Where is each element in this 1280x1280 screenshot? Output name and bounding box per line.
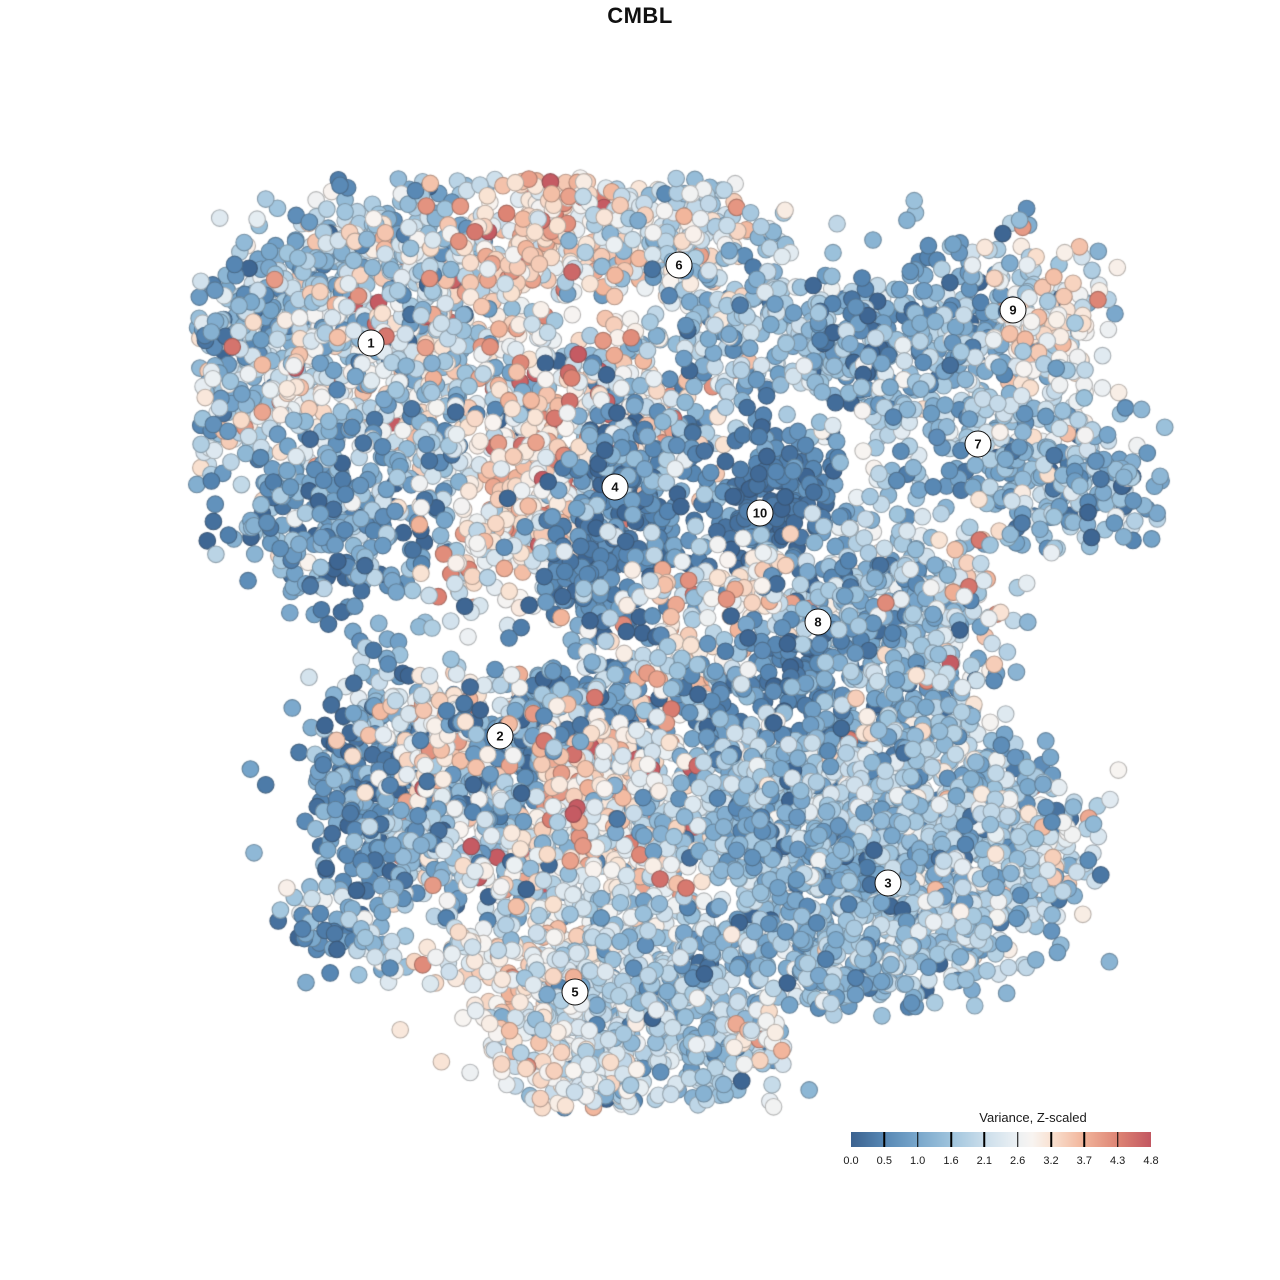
colorbar-tick-line xyxy=(1050,1132,1052,1147)
cluster-label-7: 7 xyxy=(964,430,992,458)
colorbar-tick-label: 0.5 xyxy=(876,1155,892,1167)
colorbar-tick-line xyxy=(1083,1132,1086,1147)
cluster-label-1: 1 xyxy=(357,329,385,357)
colorbar-tick-line xyxy=(983,1132,986,1147)
colorbar-tick-label: 4.3 xyxy=(1110,1155,1126,1167)
cluster-label-6: 6 xyxy=(665,251,693,279)
colorbar-tick-label: 1.6 xyxy=(943,1155,959,1167)
cluster-label-10: 10 xyxy=(746,499,774,527)
cluster-label-2: 2 xyxy=(486,722,514,750)
colorbar-tick-label: 2.6 xyxy=(1010,1155,1026,1167)
colorbar-tick-line xyxy=(950,1132,952,1147)
colorbar-legend: Variance, Z-scaled 0.0 0.5 1.0 1.6 2.1 2.6 3.2… xyxy=(843,1108,1158,1172)
cluster-label-3: 3 xyxy=(874,869,902,897)
colorbar-tick-labels: 0.0 0.5 1.0 1.6 2.1 2.6 3.2 3.7 4.3 4.8 xyxy=(843,1155,1158,1169)
cluster-label-9: 9 xyxy=(999,296,1027,324)
colorbar-tick-label: 3.7 xyxy=(1076,1155,1092,1167)
legend-title: Variance, Z-scaled xyxy=(979,1110,1087,1125)
cluster-label-5: 5 xyxy=(561,978,589,1006)
colorbar-tick-line xyxy=(1016,1132,1019,1147)
colorbar-tick-label: 2.1 xyxy=(976,1155,992,1167)
colorbar-tick-line xyxy=(883,1132,886,1147)
cluster-label-4: 4 xyxy=(601,473,629,501)
cluster-label-8: 8 xyxy=(804,608,832,636)
colorbar-tick-label: 1.0 xyxy=(910,1155,926,1167)
colorbar-gradient xyxy=(851,1132,1151,1147)
colorbar-tick-label: 3.2 xyxy=(1043,1155,1059,1167)
colorbar-tick-line xyxy=(1116,1132,1119,1147)
colorbar-tick-label: 4.8 xyxy=(1143,1155,1159,1167)
colorbar-tick-line xyxy=(916,1132,919,1147)
colorbar-tick-label: 0.0 xyxy=(843,1155,859,1167)
